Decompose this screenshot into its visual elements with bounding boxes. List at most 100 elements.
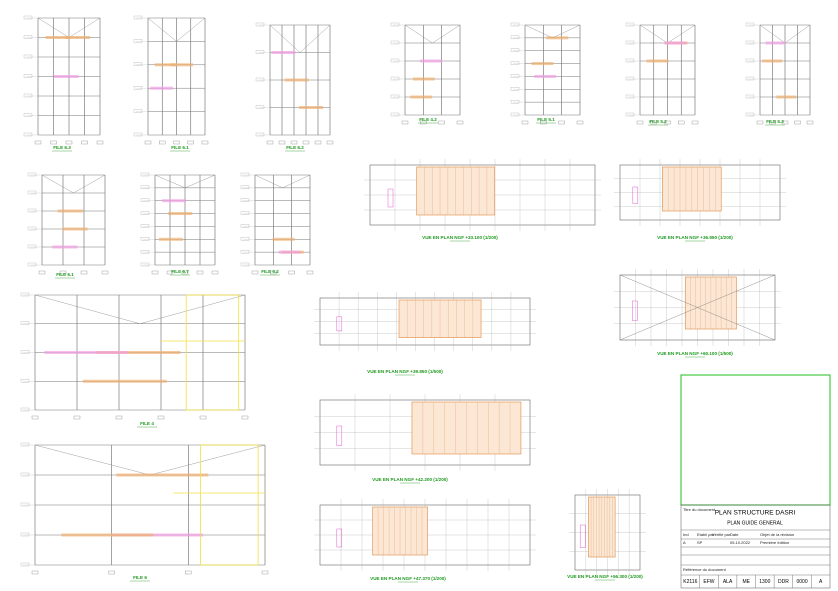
level-tag (20, 350, 30, 354)
axis-tag (456, 120, 464, 125)
level-tag (140, 185, 150, 190)
doc-title: PLAN STRUCTURE DASRI (715, 510, 796, 517)
level-tag (255, 50, 265, 54)
platform (410, 95, 433, 99)
axis-tag (173, 140, 180, 145)
level-tag (20, 562, 30, 567)
structure-line (269, 24, 301, 53)
platform (162, 199, 187, 203)
level-tag (140, 224, 150, 228)
view-label: FILE 5.1 (537, 117, 555, 122)
structure-line (147, 17, 177, 42)
level-tag (133, 15, 143, 20)
view-label: FILE 4.2 (419, 117, 437, 122)
row-cell: A (683, 540, 686, 545)
level-tag (255, 22, 265, 27)
structure-line (759, 24, 786, 44)
view-label: VUE EN PLAN NGF +36.950 (1/200) (657, 235, 733, 240)
axis-tag (185, 570, 192, 575)
level-tag (240, 211, 250, 215)
structure-line (34, 444, 151, 476)
header-cell: Objet de la révision (760, 532, 794, 537)
level-tag (240, 262, 250, 267)
level-tag (510, 61, 520, 65)
zone (200, 444, 259, 566)
axis-tag (157, 415, 165, 420)
level-tag (20, 502, 30, 507)
structure-line (639, 24, 668, 44)
axis-tag (241, 415, 249, 420)
structure-line (73, 174, 106, 194)
axis-tag (151, 270, 159, 275)
header-cell: Vérifié par (712, 532, 731, 537)
level-tag (745, 94, 755, 99)
axis-tag (38, 270, 46, 275)
platform (420, 59, 443, 63)
platform (534, 74, 557, 78)
level-tag (625, 40, 635, 45)
row-cell: SP (697, 540, 703, 545)
structure-line (282, 174, 311, 189)
zone (185, 294, 240, 411)
level-tag (390, 76, 400, 81)
detail (387, 188, 394, 208)
level-tag (745, 22, 755, 27)
view-label: VUE EN PLAN NGF +47.370 (1/200) (370, 576, 446, 581)
axis-tag (794, 120, 801, 125)
level-tag (20, 442, 30, 447)
axis-tag (166, 270, 174, 275)
axis-tag (678, 120, 685, 125)
view-label: FILE 5.3 (766, 119, 784, 124)
level-tag (20, 321, 30, 325)
axis-tag (108, 570, 115, 575)
platform (158, 237, 183, 241)
structure-line (552, 24, 581, 39)
level-tag (27, 262, 37, 267)
structure-line (37, 17, 70, 38)
platform (52, 245, 78, 249)
axis-tag (278, 140, 286, 145)
platform (272, 237, 295, 241)
level-tag (27, 226, 37, 231)
code-cell: 0000 (797, 579, 808, 585)
axis-tag (302, 140, 310, 145)
platform (646, 59, 669, 63)
structure-line (34, 294, 141, 324)
view-label: FILE 6.2 (286, 145, 304, 150)
level-tag (255, 77, 265, 82)
view-label: FILE 6 (133, 575, 147, 580)
level-tag (23, 93, 33, 98)
level-tag (27, 244, 37, 249)
axis-tag (521, 120, 529, 125)
level-tag (625, 76, 635, 81)
level-tag (140, 198, 150, 202)
axis-tag (50, 140, 57, 145)
level-tag (390, 40, 400, 45)
level-tag (510, 22, 520, 27)
doc-subtitle: PLAN GUIDE GENERAL (727, 520, 783, 526)
axis-tag (115, 415, 123, 420)
axis-tag (438, 120, 445, 125)
platform (96, 351, 181, 354)
structure-line (432, 24, 461, 44)
view-label: FILE 6.3 (53, 145, 71, 150)
axis-tag (59, 270, 67, 275)
axis-tag (420, 120, 427, 125)
platform (776, 95, 797, 99)
level-tag (390, 112, 400, 117)
level-tag (625, 94, 635, 99)
axis-tag (96, 140, 104, 145)
caption: Référence du document (683, 567, 727, 572)
axis-tag (576, 120, 584, 125)
level-tag (625, 22, 635, 27)
level-tag (27, 208, 37, 213)
code-cell: K2116 (683, 579, 697, 585)
axis-tag (781, 120, 789, 125)
platform (278, 250, 301, 254)
axis-tag (664, 120, 671, 125)
level-tag (23, 113, 33, 117)
axis-tag (31, 415, 39, 420)
axis-tag (196, 270, 204, 275)
platform (53, 75, 79, 78)
axis-tag (187, 140, 194, 145)
